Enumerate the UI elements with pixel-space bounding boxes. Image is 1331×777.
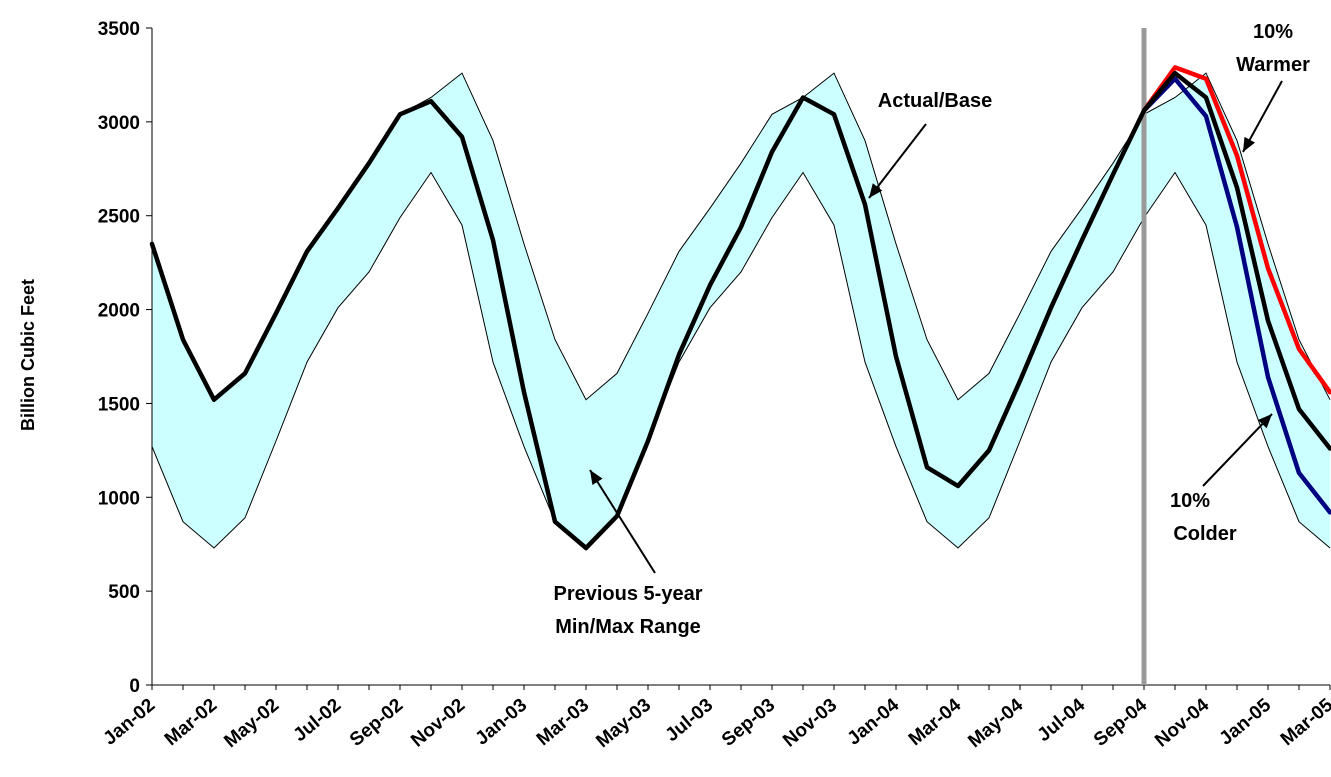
y-tick-label: 2500 [98,207,140,228]
actual-arrow-head [869,183,883,198]
y-tick-label: 3500 [98,19,140,40]
x-tick-label: Jul-03 [662,695,718,746]
annotations: Previous 5-year Min/Max Range Actual/Bas… [554,21,1311,638]
actual-annotation: Actual/Base [878,90,993,112]
range-arrow-head [590,470,603,486]
x-tick-label: Mar-04 [905,694,966,750]
x-tick-label: Mar-02 [161,695,221,750]
colder-annotation-line1: 10% [1170,490,1210,512]
colder-arrow [1202,413,1273,487]
series-line-10-warmer [1141,65,1331,395]
y-tick-label: 0 [129,676,140,697]
y-tick-label: 500 [108,582,140,603]
range-arrow [589,469,656,574]
x-tick-label: Sep-03 [718,695,779,751]
x-tick-label: Jan-04 [844,694,904,749]
x-tick-label: Mar-05 [1277,694,1331,750]
series-line-10-colder [1141,76,1331,515]
range-band [152,73,1330,548]
x-tick-label: Nov-04 [1151,694,1213,751]
x-tick-label: Nov-02 [407,695,469,752]
y-tick-label: 1500 [98,394,140,415]
range-layer [151,72,1331,549]
x-tick-label: Jan-05 [1216,694,1276,749]
series-layer [149,28,1331,685]
colder-annotation-line2: Colder [1173,523,1237,545]
x-tick-label: May-03 [592,695,655,752]
colder-arrow-head [1257,414,1272,429]
y-tick-label: 2000 [98,301,140,322]
x-tick-label: Jan-02 [100,695,160,750]
range-annotation-line2: Min/Max Range [555,616,701,638]
range-annotation-line1: Previous 5-year [554,583,703,605]
x-tick-label: Jul-04 [1034,694,1090,746]
warmer-arrow-head [1243,136,1255,152]
x-tick-label: May-02 [220,695,283,752]
x-tick-label: May-04 [964,694,1027,752]
warmer-annotation-line2: Warmer [1236,54,1310,76]
x-tick-label: Mar-03 [533,695,593,750]
series-line-actual-base [149,70,1331,551]
warmer-annotation-line1: 10% [1253,21,1293,43]
x-tick-label: Nov-03 [779,695,841,752]
x-tick-label: Jan-03 [472,695,532,750]
x-tick-label: Jul-02 [290,695,346,746]
x-tick-label: Sep-04 [1090,694,1152,750]
x-tick-label: Sep-02 [346,695,407,751]
range-min-line [151,171,1331,549]
y-tick-label: 3000 [98,113,140,134]
y-tick-label: 1000 [98,488,140,509]
y-axis-title: Billion Cubic Feet [18,279,38,431]
actual-arrow [868,123,927,199]
